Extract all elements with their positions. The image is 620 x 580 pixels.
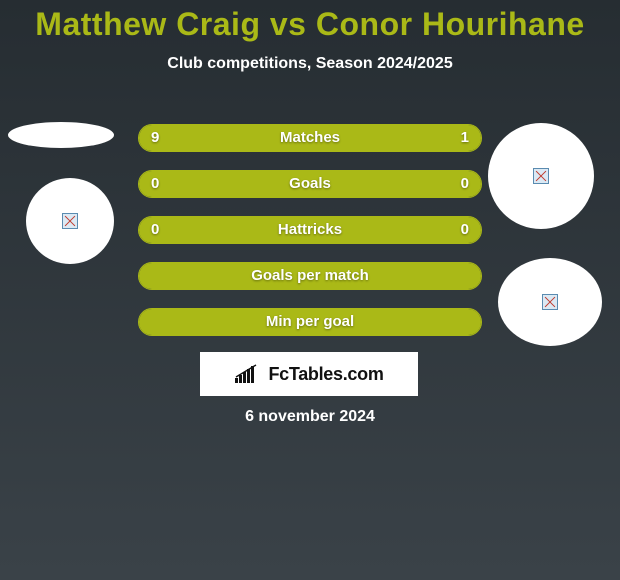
bars-icon (234, 364, 262, 384)
footer-date: 6 november 2024 (0, 408, 620, 426)
page-title: Matthew Craig vs Conor Hourihane (0, 0, 620, 43)
avatar (498, 258, 602, 346)
stat-row: 0 Goals 0 (138, 170, 482, 198)
right-value: 0 (461, 217, 469, 244)
stat-row: 0 Hattricks 0 (138, 216, 482, 244)
avatar (26, 178, 114, 264)
avatar (488, 123, 594, 229)
watermark: FcTables.com (200, 352, 418, 396)
stat-label: Goals (139, 171, 481, 198)
right-value: 1 (461, 125, 469, 152)
watermark-text: FcTables.com (268, 364, 383, 385)
infographic: Matthew Craig vs Conor Hourihane Club co… (0, 0, 620, 580)
stat-rows: 9 Matches 1 0 Goals 0 0 Hattricks 0 Goal… (138, 124, 482, 354)
avatar (8, 122, 114, 148)
stat-row: Min per goal (138, 308, 482, 336)
image-placeholder-icon (533, 168, 549, 184)
stat-label: Goals per match (139, 263, 481, 290)
stat-row: Goals per match (138, 262, 482, 290)
stat-label: Hattricks (139, 217, 481, 244)
stat-label: Matches (139, 125, 481, 152)
subtitle: Club competitions, Season 2024/2025 (0, 55, 620, 73)
image-placeholder-icon (542, 294, 558, 310)
right-value: 0 (461, 171, 469, 198)
stat-label: Min per goal (139, 309, 481, 336)
image-placeholder-icon (62, 213, 78, 229)
stat-row: 9 Matches 1 (138, 124, 482, 152)
